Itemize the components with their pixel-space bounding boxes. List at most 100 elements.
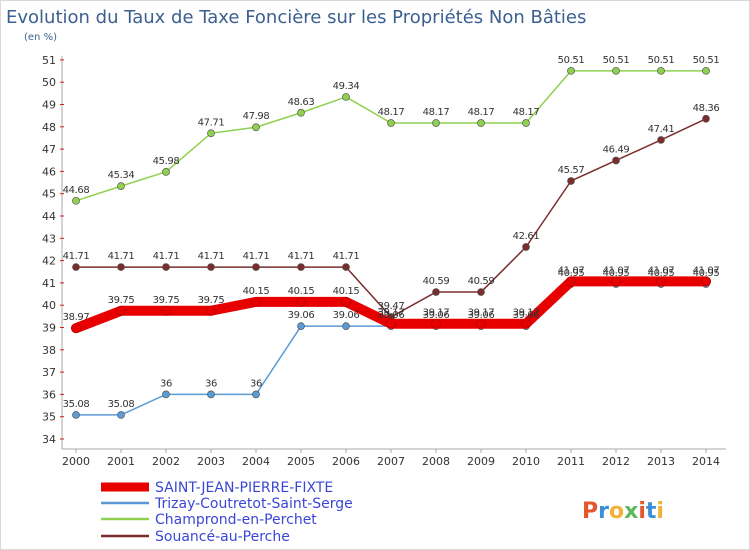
y-tick-label: 47 xyxy=(42,143,56,156)
legend: SAINT-JEAN-PIERRE-FIXTETrizay-Coutretot-… xyxy=(101,480,353,545)
data-point xyxy=(297,108,305,117)
data-labels: 38.97 39.75 39.75 39.75 40.15 40.15 40.15 39.17… xyxy=(63,55,720,410)
series-line-2 xyxy=(75,70,707,202)
data-point xyxy=(521,318,531,329)
data-label: 41.71 xyxy=(198,251,225,262)
data-label: 40.59 xyxy=(423,276,450,287)
data-point xyxy=(117,411,125,419)
x-tick-label: 2010 xyxy=(512,455,540,468)
series-lines xyxy=(71,66,711,419)
data-label: 50.51 xyxy=(558,55,585,66)
data-point xyxy=(207,263,215,271)
y-tick-label: 51 xyxy=(42,54,56,67)
x-tick-label: 2009 xyxy=(467,455,495,468)
x-tick-label: 2004 xyxy=(242,455,270,468)
data-label: 40.95 xyxy=(693,268,720,279)
data-label: 45.34 xyxy=(108,170,135,181)
data-point xyxy=(162,390,170,399)
y-tick-label: 41 xyxy=(42,277,56,290)
data-label: 47.98 xyxy=(243,111,270,122)
data-point xyxy=(611,276,621,287)
data-point xyxy=(477,119,485,127)
y-tick-label: 46 xyxy=(42,165,56,178)
data-point xyxy=(72,263,80,271)
x-tick-label: 2002 xyxy=(152,455,180,468)
data-point xyxy=(387,119,395,127)
data-label: 50.51 xyxy=(648,55,675,66)
y-tick-label: 50 xyxy=(42,76,56,89)
y-tick-label: 48 xyxy=(42,121,56,134)
data-point xyxy=(252,263,260,271)
data-label: 38.97 xyxy=(63,312,90,323)
chart-unit: (en %) xyxy=(24,32,57,43)
data-label: 35.08 xyxy=(108,399,135,410)
data-label: 39.75 xyxy=(153,295,180,306)
x-tick-label: 2014 xyxy=(692,455,720,468)
data-label: 49.34 xyxy=(333,81,360,92)
data-label: 39.17 xyxy=(468,308,495,319)
data-point xyxy=(116,305,126,316)
x-tick-label: 2003 xyxy=(197,455,225,468)
data-label: 41.71 xyxy=(288,251,315,262)
data-label: 48.17 xyxy=(423,107,450,118)
x-tick-label: 2008 xyxy=(422,455,450,468)
data-point xyxy=(72,411,80,419)
data-label: 41.07 xyxy=(603,265,630,276)
data-label: 48.17 xyxy=(468,107,495,118)
data-point xyxy=(386,318,396,329)
data-label: 39.75 xyxy=(108,295,135,306)
data-label: 41.71 xyxy=(108,251,135,262)
data-label: 48.36 xyxy=(693,103,720,114)
data-point xyxy=(162,167,170,176)
data-point xyxy=(567,177,575,185)
y-tick-label: 37 xyxy=(42,366,56,379)
y-tick-label: 44 xyxy=(42,210,56,223)
data-point xyxy=(432,119,440,127)
data-label: 39.17 xyxy=(423,308,450,319)
y-tick-label: 34 xyxy=(42,433,56,446)
data-label: 39.75 xyxy=(198,295,225,306)
data-label: 41.71 xyxy=(153,251,180,262)
data-label: 39.06 xyxy=(333,310,360,321)
data-point xyxy=(522,243,530,251)
data-label: 40.15 xyxy=(288,286,315,297)
data-label: 41.07 xyxy=(648,265,675,276)
chart-title: Evolution du Taux de Taxe Foncière sur l… xyxy=(6,7,586,28)
data-point xyxy=(252,390,260,399)
data-point xyxy=(702,66,710,75)
data-label: 46.49 xyxy=(603,144,630,155)
data-point xyxy=(207,129,215,138)
data-point xyxy=(117,182,125,190)
axes: 34 35 36 37 38 39 40 41 42 43 44 45 46 47 48 49 50 51 2000… xyxy=(42,54,726,468)
data-point xyxy=(161,305,171,316)
data-point xyxy=(297,263,305,271)
data-point xyxy=(342,263,350,271)
data-point xyxy=(702,114,710,123)
data-label: 36 xyxy=(205,378,217,389)
data-label: 39.06 xyxy=(378,310,405,321)
data-label: 39.06 xyxy=(423,310,450,321)
legend-label: Champrond-en-Perchet xyxy=(155,512,317,528)
data-label: 36 xyxy=(160,378,172,389)
x-tick-label: 2012 xyxy=(602,455,630,468)
x-tick-label: 2005 xyxy=(287,455,315,468)
data-point xyxy=(477,288,485,296)
y-tick-label: 38 xyxy=(42,344,56,357)
data-point xyxy=(341,297,351,307)
data-point xyxy=(251,297,261,307)
data-label: 48.63 xyxy=(288,97,315,108)
data-point xyxy=(71,323,81,334)
data-point xyxy=(657,66,665,75)
data-point xyxy=(567,66,575,75)
data-label: 39.17 xyxy=(513,308,540,319)
data-label: 41.71 xyxy=(63,251,90,262)
y-tick-label: 43 xyxy=(42,232,56,245)
data-point xyxy=(431,318,441,329)
x-tick-label: 2006 xyxy=(332,455,360,468)
data-point xyxy=(701,276,711,287)
data-label: 40.95 xyxy=(558,268,585,279)
data-label: 40.59 xyxy=(468,276,495,287)
data-point xyxy=(72,196,80,205)
y-tick-label: 45 xyxy=(42,188,56,201)
